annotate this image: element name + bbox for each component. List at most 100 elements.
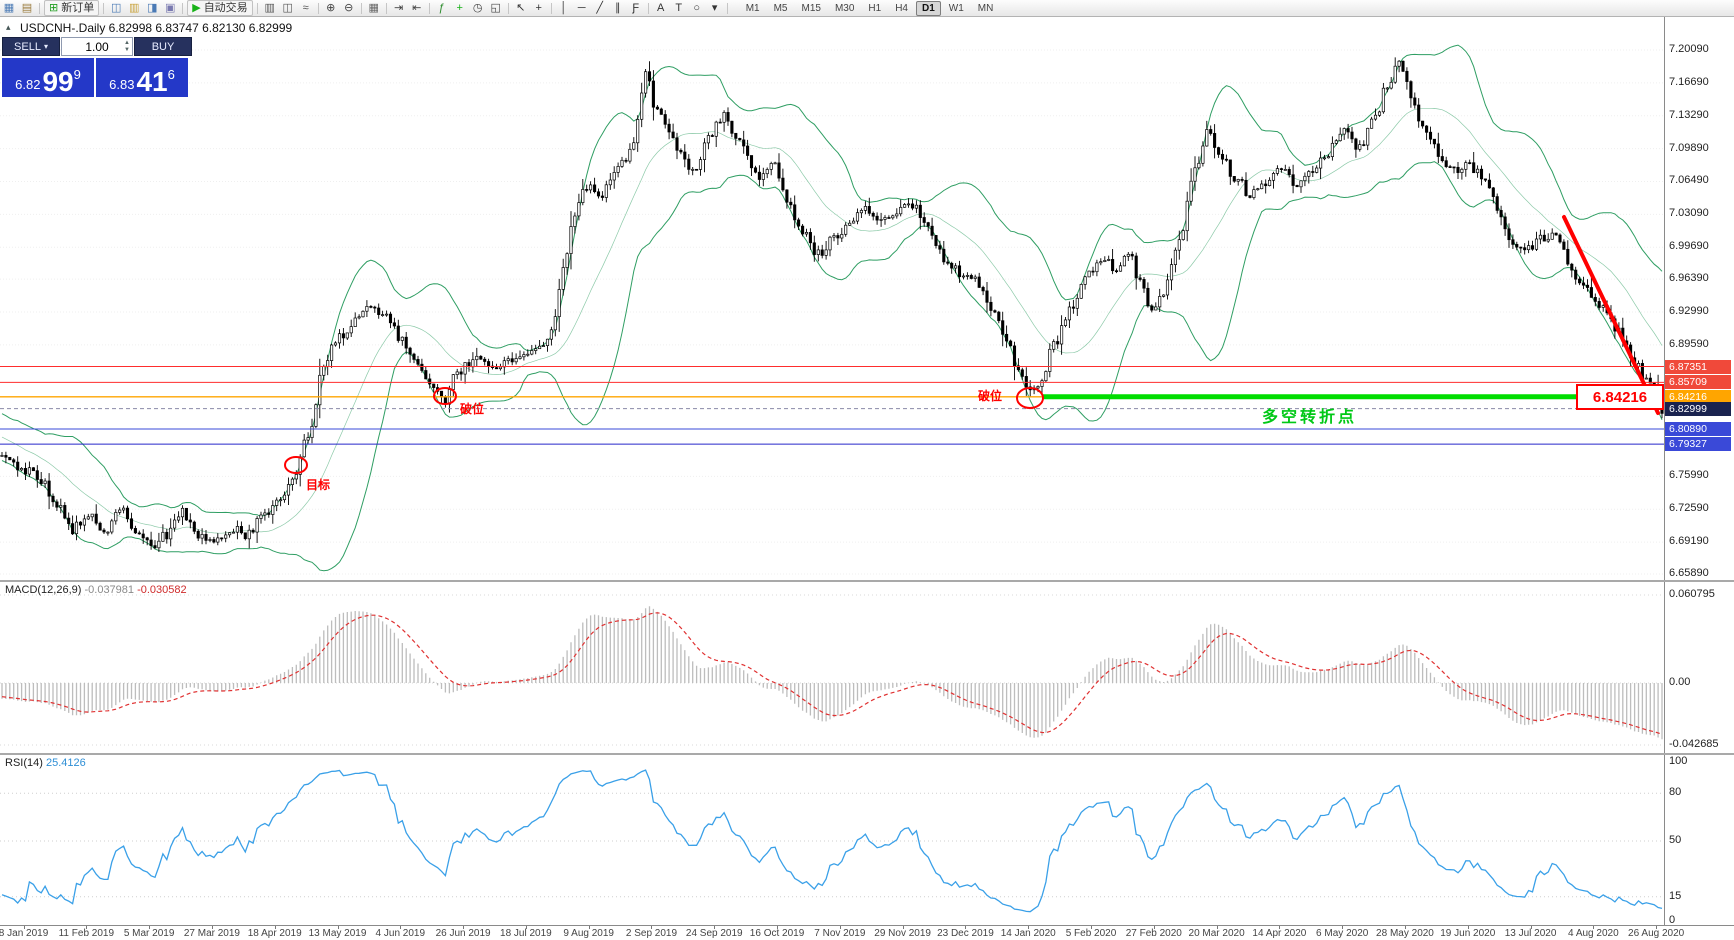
stepper-down-icon[interactable]: ▼ — [124, 47, 130, 53]
timeframe-mn[interactable]: MN — [977, 2, 994, 14]
date-tick — [588, 926, 590, 929]
timeframe-m15[interactable]: M15 — [801, 2, 821, 14]
candles-chart-icon[interactable]: ◫ — [280, 1, 296, 15]
timeframe-m5[interactable]: M5 — [773, 2, 788, 14]
toolbar-separator — [39, 2, 40, 14]
add-indicator-icon[interactable]: + — [452, 1, 468, 15]
profiles-icon[interactable]: ▤ — [19, 1, 35, 15]
timeframe-w1[interactable]: W1 — [948, 2, 964, 14]
date-tick — [1091, 926, 1093, 929]
data-window-icon[interactable]: ▥ — [126, 1, 142, 15]
cursor-icon[interactable]: ↖ — [513, 1, 529, 15]
bars-chart-icon[interactable]: ▥ — [262, 1, 278, 15]
macd-panel-canvas[interactable] — [0, 582, 1664, 753]
toolbar-separator — [360, 2, 362, 14]
buy-mode-button[interactable]: BUY — [134, 37, 192, 56]
timeframe-d1[interactable]: D1 — [916, 0, 941, 16]
date-tick — [1342, 926, 1344, 929]
navigator-icon[interactable]: ◨ — [144, 1, 160, 15]
price-scale-label: 6.65890 — [1669, 567, 1709, 579]
macd-scale-label: 0.060795 — [1669, 588, 1715, 600]
panel-splitter-macd[interactable] — [0, 580, 1734, 582]
new-order-button[interactable]: ⊞ 新订单 — [44, 0, 100, 16]
macd-signal-value: -0.030582 — [137, 584, 187, 596]
volume-stepper[interactable]: ▲ ▼ — [124, 40, 130, 54]
templates-icon[interactable]: ◱ — [488, 1, 504, 15]
sell-price-button[interactable]: 6.82 99 9 — [2, 58, 94, 97]
zoom-in-glyph: ⊕ — [326, 2, 336, 14]
date-tick — [463, 926, 465, 929]
date-tick — [525, 926, 527, 929]
data-window-glyph: ▥ — [129, 2, 140, 14]
text-icon[interactable]: A — [653, 1, 669, 15]
autotrading-button[interactable]: ▶ 自动交易 — [187, 0, 253, 16]
panel-splitter-rsi[interactable] — [0, 753, 1734, 755]
price-scale-label: 7.13290 — [1669, 108, 1709, 121]
add-indicator-glyph: + — [456, 2, 463, 14]
shapes-dropdown-icon[interactable]: ▾ — [707, 1, 723, 15]
annotation-turning-point-text[interactable]: 多空转折点 — [1262, 409, 1358, 426]
annotation-break2-text[interactable]: 破位 — [978, 389, 1003, 403]
timeframe-h1[interactable]: H1 — [868, 2, 882, 14]
autotrading-glyph: ▶ — [192, 2, 201, 14]
terminal-glyph: ▣ — [165, 2, 176, 14]
date-label: 29 Nov 2019 — [874, 928, 931, 939]
annotation-target-text[interactable]: 目标 — [306, 478, 331, 492]
horizontal-line-icon[interactable]: ─ — [574, 1, 590, 15]
zoom-in-icon[interactable]: ⊕ — [323, 1, 339, 15]
one-click-collapse-icon[interactable]: ▴ — [6, 22, 11, 32]
price-scale[interactable]: 7.20090 7.16690 7.13290 7.09890 7.06490 7.030… — [1664, 16, 1734, 926]
toolbar-icons: ▦ ▤ ⊞ 新订单 ◫ ▥ ◨ ▣ ▶ 自动交易 ▥ ◫ ≈ ⊕ ⊖ ▦ ⇥ ⇤ ƒ + ◷ ◱ ↖ + │ ─ ╱ ∥ Ƒ A T ○ ▾ — [0, 0, 724, 16]
market-watch-icon[interactable]: ◫ — [108, 1, 124, 15]
date-tick — [149, 926, 151, 929]
stepper-up-icon[interactable]: ▲ — [124, 40, 130, 46]
indicators-glyph: ƒ — [438, 2, 445, 14]
price-scale-label: 6.96390 — [1669, 272, 1709, 285]
sell-price-sup: 9 — [73, 67, 81, 82]
date-label: 27 Feb 2020 — [1125, 928, 1182, 939]
indicators-icon[interactable]: ƒ — [434, 1, 450, 15]
vertical-line-glyph: │ — [560, 2, 568, 14]
line-chart-icon[interactable]: ≈ — [298, 1, 314, 15]
annotation-break1-text[interactable]: 破位 — [460, 402, 485, 416]
toolbar: ▦ ▤ ⊞ 新订单 ◫ ▥ ◨ ▣ ▶ 自动交易 ▥ ◫ ≈ ⊕ ⊖ ▦ ⇥ ⇤ ƒ + ◷ ◱ ↖ + │ ─ ╱ ∥ Ƒ A T ○ ▾ M… — [0, 0, 1734, 17]
zoom-out-icon[interactable]: ⊖ — [341, 1, 357, 15]
green-line-price-label[interactable]: 6.84216 — [1576, 384, 1664, 410]
date-label: 18 Jul 2019 — [500, 928, 552, 939]
volume-input[interactable]: 1.00 ▲ ▼ — [61, 37, 133, 56]
text-label-icon[interactable]: T — [671, 1, 687, 15]
sell-mode-button[interactable]: SELL ▾ — [2, 37, 60, 56]
crosshair-icon[interactable]: + — [531, 1, 547, 15]
buy-price-small: 6.83 — [109, 77, 135, 92]
macd-main-value: -0.037981 — [84, 584, 135, 596]
date-tick — [1153, 926, 1155, 929]
macd-scale-label: -0.042685 — [1669, 738, 1719, 750]
main-chart-canvas[interactable] — [0, 16, 1664, 580]
date-axis[interactable]: 8 Jan 2019 11 Feb 2019 5 Mar 2019 27 Mar 20… — [0, 925, 1734, 940]
date-tick — [1216, 926, 1218, 929]
rsi-panel-canvas[interactable] — [0, 755, 1664, 925]
auto-scroll-icon[interactable]: ⇥ — [391, 1, 407, 15]
terminal-icon[interactable]: ▣ — [162, 1, 178, 15]
date-tick — [86, 926, 88, 929]
new-chart-icon[interactable]: ▦ — [1, 1, 17, 15]
macd-scale-label: 0.00 — [1669, 676, 1691, 688]
tile-windows-icon[interactable]: ▦ — [366, 1, 382, 15]
auto-scroll-glyph: ⇥ — [394, 2, 404, 14]
timeframe-h4[interactable]: H4 — [895, 2, 908, 14]
date-label: 2 Sep 2019 — [625, 928, 678, 939]
shapes-icon[interactable]: ○ — [689, 1, 705, 15]
text-glyph: A — [657, 2, 665, 14]
equidistant-channel-icon[interactable]: ∥ — [610, 1, 626, 15]
buy-price-button[interactable]: 6.83 41 6 — [96, 58, 188, 97]
timeframe-m30[interactable]: M30 — [834, 2, 855, 14]
vertical-line-icon[interactable]: │ — [556, 1, 572, 15]
price-scale-label: 6.92990 — [1669, 305, 1709, 317]
fibonacci-icon[interactable]: Ƒ — [628, 1, 644, 15]
chart-shift-icon[interactable]: ⇤ — [409, 1, 425, 15]
periods-icon[interactable]: ◷ — [470, 1, 486, 15]
timeframe-m1[interactable]: M1 — [745, 2, 760, 14]
date-tick — [274, 926, 276, 929]
crosshair-glyph: + — [535, 2, 542, 14]
trendline-icon[interactable]: ╱ — [592, 1, 608, 15]
